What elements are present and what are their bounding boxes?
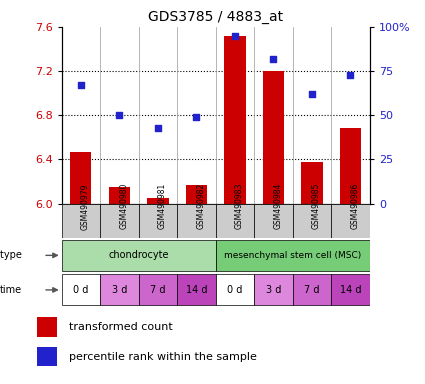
Bar <box>109 187 130 204</box>
Bar <box>186 185 207 204</box>
Bar <box>139 274 177 306</box>
Text: GSM490986: GSM490986 <box>351 183 360 230</box>
Bar <box>70 152 91 204</box>
Bar <box>215 274 254 306</box>
Text: 14 d: 14 d <box>340 285 361 295</box>
Point <box>270 56 277 62</box>
Text: GSM490985: GSM490985 <box>312 183 321 230</box>
Text: chondrocyte: chondrocyte <box>108 250 169 260</box>
Bar <box>139 204 177 238</box>
Bar <box>147 198 168 204</box>
Title: GDS3785 / 4883_at: GDS3785 / 4883_at <box>148 10 283 25</box>
Point <box>77 82 84 88</box>
Bar <box>177 204 215 238</box>
Point <box>116 112 123 118</box>
Text: mesenchymal stem cell (MSC): mesenchymal stem cell (MSC) <box>224 251 361 260</box>
Bar <box>62 274 100 306</box>
Text: 0 d: 0 d <box>227 285 243 295</box>
Bar <box>301 162 323 204</box>
Bar <box>62 240 215 271</box>
Bar <box>254 274 293 306</box>
Point <box>193 114 200 120</box>
Bar <box>100 204 139 238</box>
Text: time: time <box>0 285 22 295</box>
Bar <box>215 240 370 271</box>
Bar <box>37 317 57 337</box>
Bar <box>331 204 370 238</box>
Text: 7 d: 7 d <box>150 285 166 295</box>
Bar <box>293 204 331 238</box>
Text: 0 d: 0 d <box>73 285 88 295</box>
Point <box>232 33 238 39</box>
Bar <box>215 204 254 238</box>
Text: transformed count: transformed count <box>68 322 172 332</box>
Bar <box>224 36 246 204</box>
Bar <box>263 71 284 204</box>
Text: 3 d: 3 d <box>112 285 127 295</box>
Bar <box>340 128 361 204</box>
Bar <box>37 347 57 366</box>
Text: GSM490980: GSM490980 <box>119 183 128 230</box>
Text: percentile rank within the sample: percentile rank within the sample <box>68 351 256 361</box>
Bar <box>62 204 100 238</box>
Text: GSM490984: GSM490984 <box>273 183 283 230</box>
Text: 7 d: 7 d <box>304 285 320 295</box>
Bar <box>100 274 139 306</box>
Point <box>155 124 162 131</box>
Text: GSM490982: GSM490982 <box>196 183 205 229</box>
Bar <box>254 204 293 238</box>
Point <box>347 71 354 78</box>
Text: 3 d: 3 d <box>266 285 281 295</box>
Text: GSM490979: GSM490979 <box>81 183 90 230</box>
Bar <box>293 274 331 306</box>
Text: GSM490983: GSM490983 <box>235 183 244 230</box>
Text: GSM490981: GSM490981 <box>158 183 167 229</box>
Point <box>309 91 315 97</box>
Bar <box>331 274 370 306</box>
Text: 14 d: 14 d <box>186 285 207 295</box>
Text: cell type: cell type <box>0 250 22 260</box>
Bar <box>177 274 215 306</box>
